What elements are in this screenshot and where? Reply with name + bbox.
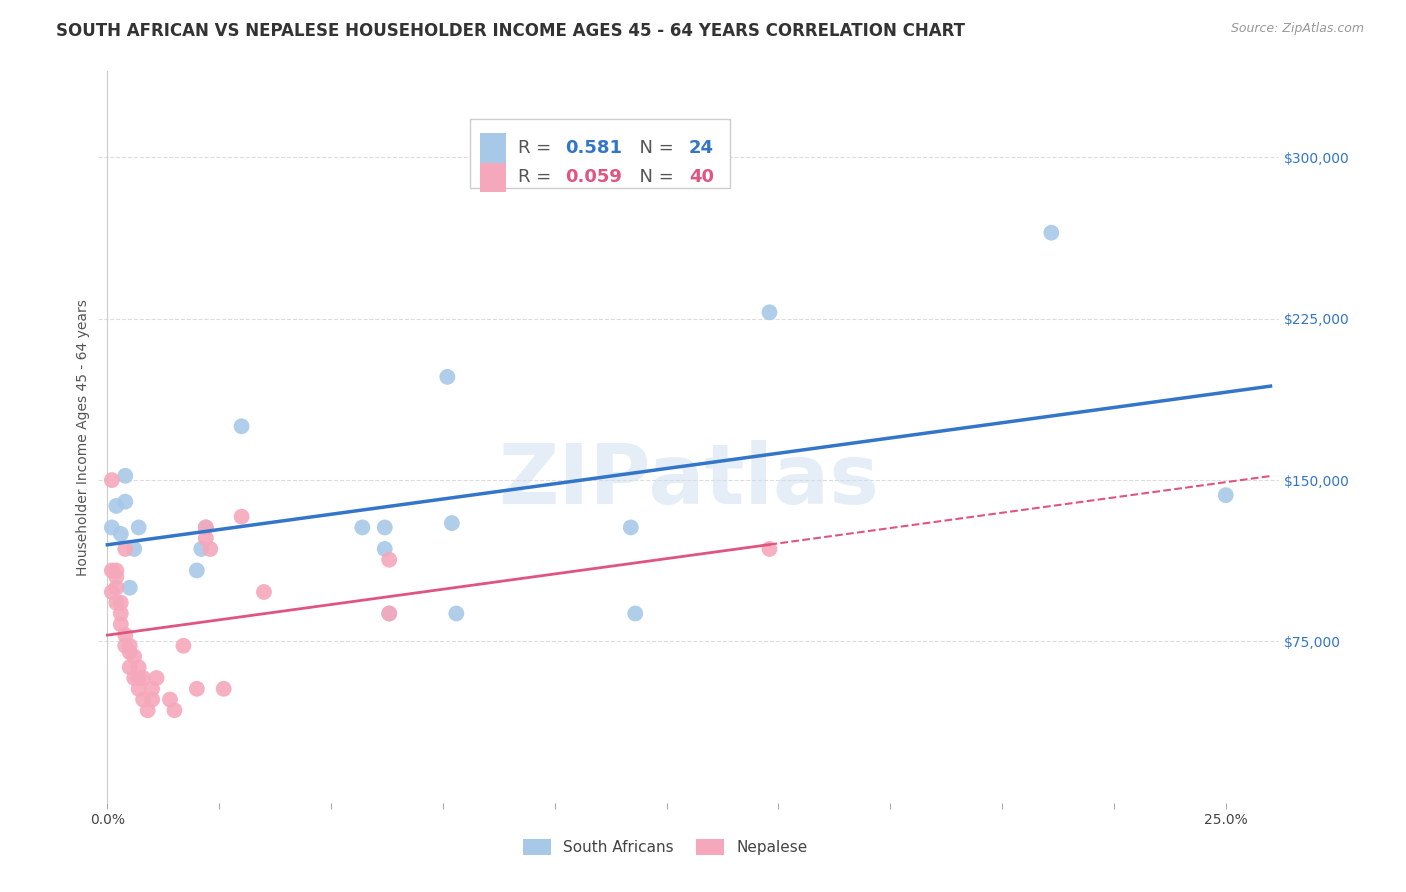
Point <box>118 581 141 595</box>
Point <box>758 541 780 556</box>
Point <box>101 585 124 599</box>
Point <box>231 509 253 524</box>
Point <box>118 660 141 674</box>
FancyBboxPatch shape <box>479 134 506 162</box>
Point <box>253 585 276 599</box>
Point <box>128 660 150 674</box>
Point <box>122 541 145 556</box>
Text: SOUTH AFRICAN VS NEPALESE HOUSEHOLDER INCOME AGES 45 - 64 YEARS CORRELATION CHAR: SOUTH AFRICAN VS NEPALESE HOUSEHOLDER IN… <box>56 22 966 40</box>
Point <box>101 473 124 487</box>
Point <box>105 499 128 513</box>
Point <box>186 564 208 578</box>
Point <box>101 564 124 578</box>
Point <box>194 520 217 534</box>
Point <box>186 681 208 696</box>
Point <box>374 541 396 556</box>
FancyBboxPatch shape <box>471 119 730 188</box>
Point <box>128 671 150 685</box>
Point <box>132 671 155 685</box>
Point <box>758 305 780 319</box>
Point <box>114 494 136 508</box>
Text: Source: ZipAtlas.com: Source: ZipAtlas.com <box>1230 22 1364 36</box>
Point <box>378 607 401 621</box>
Point <box>141 692 163 706</box>
FancyBboxPatch shape <box>479 162 506 192</box>
Point <box>122 649 145 664</box>
Point <box>190 541 212 556</box>
Point <box>110 596 132 610</box>
Point <box>141 681 163 696</box>
Point <box>212 681 235 696</box>
Point <box>110 527 132 541</box>
Point <box>128 520 150 534</box>
Point <box>118 639 141 653</box>
Text: N =: N = <box>627 169 679 186</box>
Point <box>436 369 458 384</box>
Point <box>105 570 128 584</box>
Y-axis label: Householder Income Ages 45 - 64 years: Householder Income Ages 45 - 64 years <box>76 299 90 575</box>
Point <box>231 419 253 434</box>
Text: 40: 40 <box>689 169 714 186</box>
Point <box>194 531 217 545</box>
Point <box>172 639 194 653</box>
Point <box>105 581 128 595</box>
Text: 0.581: 0.581 <box>565 139 621 157</box>
Point <box>624 607 647 621</box>
Point <box>374 520 396 534</box>
Text: 24: 24 <box>689 139 714 157</box>
Text: R =: R = <box>517 169 557 186</box>
Point <box>105 564 128 578</box>
Text: R =: R = <box>517 139 557 157</box>
Point <box>132 692 155 706</box>
Point <box>378 607 401 621</box>
Point <box>446 607 468 621</box>
Point <box>105 596 128 610</box>
Point <box>114 541 136 556</box>
Point <box>118 645 141 659</box>
Point <box>122 671 145 685</box>
Point <box>1215 488 1237 502</box>
Text: N =: N = <box>627 139 679 157</box>
Point <box>200 541 222 556</box>
Point <box>136 703 159 717</box>
Point <box>110 617 132 632</box>
Point <box>1040 226 1063 240</box>
Legend: South Africans, Nepalese: South Africans, Nepalese <box>517 833 814 861</box>
Point <box>101 520 124 534</box>
Point <box>352 520 374 534</box>
Point <box>620 520 643 534</box>
Point <box>159 692 181 706</box>
Point <box>114 628 136 642</box>
Point <box>163 703 186 717</box>
Point <box>440 516 463 530</box>
Point <box>114 639 136 653</box>
Point <box>128 681 150 696</box>
Text: 0.059: 0.059 <box>565 169 621 186</box>
Point <box>194 520 217 534</box>
Text: ZIPatlas: ZIPatlas <box>499 441 879 522</box>
Point <box>145 671 167 685</box>
Point <box>110 607 132 621</box>
Point <box>378 552 401 566</box>
Point <box>114 468 136 483</box>
